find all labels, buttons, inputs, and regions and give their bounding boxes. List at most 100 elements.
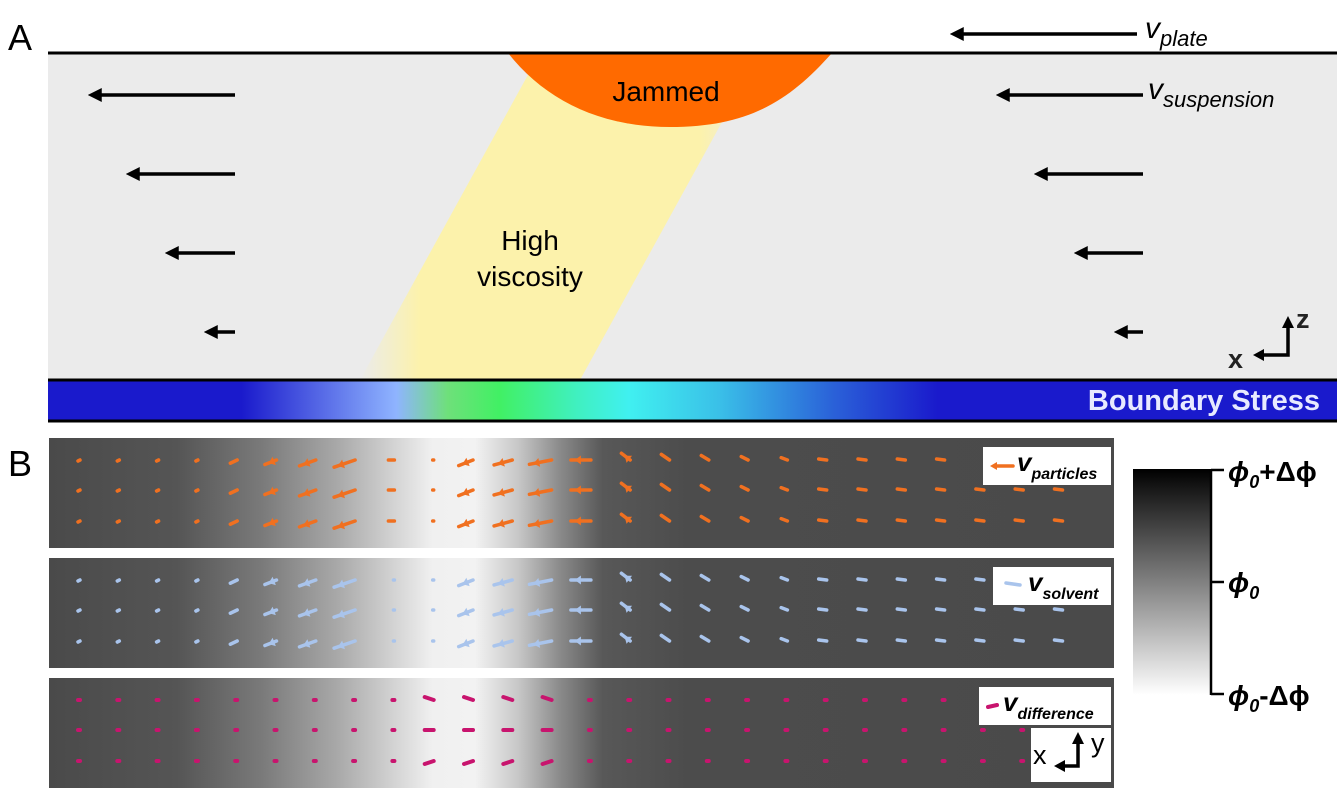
field-arrowhead-particles [337,520,346,530]
field-arrow-particles [699,514,711,523]
field-arrow-solvent [194,639,200,644]
field-arrowhead-particles [303,519,311,528]
field-arrowhead-solvent [268,637,276,647]
field-arrowhead-solvent [533,638,541,648]
field-arrow-particles [779,485,790,492]
field-arrowhead-particles [303,458,311,467]
field-arrowhead-solvent [337,579,346,589]
field-arrow-particles [527,488,554,497]
field-arrow-particles [659,452,672,462]
axis-label-x-b: x [1033,740,1047,770]
field-arrow-particles [739,484,750,492]
field-arrow-particles [974,518,986,523]
field-arrowhead-solvent [624,636,633,644]
field-arrowhead-particles [462,518,470,528]
field-arrow-particles [76,458,82,463]
field-arrow-solvent [895,577,908,582]
field-arrow-particles [1052,487,1065,492]
strip-solvent [49,558,1114,668]
plate-velocity-label: vplate [1145,12,1208,51]
field-arrowhead-solvent [337,640,346,650]
field-arrowhead-particles [533,518,541,528]
field-arrowhead-particles [268,486,276,496]
field-arrowhead-particles [624,516,633,524]
field-arrow-solvent [228,608,239,615]
field-arrowhead-solvent [497,577,505,587]
field-arrowhead-particles [268,456,276,466]
field-arrow-solvent [154,608,161,613]
field-arrow-particles [934,518,947,523]
field-arrow-particles [739,515,750,523]
field-arrow-solvent [115,578,122,583]
field-arrowhead-solvent [624,605,633,613]
field-arrow-particles [194,458,200,463]
high-viscosity-label-line1: High [501,225,559,256]
field-arrow-difference [422,695,436,702]
field-arrow-solvent [1013,638,1025,643]
field-arrowhead-solvent [574,605,581,615]
field-arrow-solvent [699,573,711,582]
field-arrow-particles [115,519,122,524]
field-arrow-particles [895,457,908,462]
boundary-stress-label: Boundary Stress [1088,385,1320,417]
field-arrow-solvent [816,577,829,582]
field-arrowhead-particles [624,485,633,493]
field-arrowhead-particles [533,487,541,497]
field-arrowhead-solvent [268,576,276,586]
field-arrowhead-solvent [462,638,470,648]
field-arrow-particles [856,487,868,492]
field-arrow-difference [422,759,436,766]
field-arrowhead-solvent [268,606,276,616]
field-arrow-particles [76,519,82,524]
field-arrow-solvent [739,604,750,612]
field-arrowhead-particles [497,457,505,467]
field-arrow-particles [699,483,711,492]
axis-label-z-a: z [1296,304,1310,334]
field-arrow-particles [739,454,750,462]
field-arrowhead-particles [337,489,346,499]
field-arrowhead-solvent [574,575,581,585]
field-arrowhead-particles [303,488,311,497]
field-arrow-solvent [779,636,790,643]
field-arrow-solvent [194,608,200,613]
field-arrowhead-particles [462,457,470,467]
field-arrowhead-solvent [462,607,470,617]
field-arrow-solvent [332,578,357,589]
field-arrow-solvent [1052,607,1065,612]
field-arrow-solvent [816,607,829,612]
field-arrow-solvent [332,639,357,650]
legend-particles-label: vparticles [1017,447,1097,483]
field-arrow-particles [856,518,868,523]
field-arrowhead-particles [574,516,581,526]
legend-solvent-label: vsolvent [1028,567,1099,603]
field-arrow-solvent [856,638,868,643]
jammed-label: Jammed [612,76,719,107]
field-arrow-particles [332,458,357,469]
field-arrow-solvent [779,575,790,582]
high-viscosity-band [360,53,760,380]
high-viscosity-label-line2: viscosity [477,261,583,292]
legend-solvent: vsolvent [993,567,1111,605]
field-arrow-particles [228,488,239,495]
field-arrowhead-particles [337,459,346,469]
field-arrow-solvent [739,574,750,582]
colorbar: ϕ0+Δϕ ϕ0 ϕ0-Δϕ [1133,456,1317,716]
panel-a-letter: A [8,17,32,58]
field-arrow-particles [154,488,161,493]
field-arrow-solvent [115,639,122,644]
field-arrowhead-solvent [497,638,505,648]
colorbar-gradient [1133,469,1211,695]
colorbar-label-bottom: ϕ0-Δϕ [1228,680,1310,716]
field-arrow-particles [76,488,82,493]
field-arrow-particles [194,488,200,493]
field-arrowhead-particles [462,487,470,497]
field-arrow-solvent [779,605,790,612]
field-arrow-solvent [816,638,829,643]
field-arrow-difference [501,759,515,766]
field-arrow-solvent [527,639,554,648]
field-arrow-particles [1013,487,1025,492]
field-arrow-particles [934,457,947,462]
colorbar-label-top: ϕ0+Δϕ [1228,456,1317,492]
field-arrowhead-particles [574,455,581,465]
